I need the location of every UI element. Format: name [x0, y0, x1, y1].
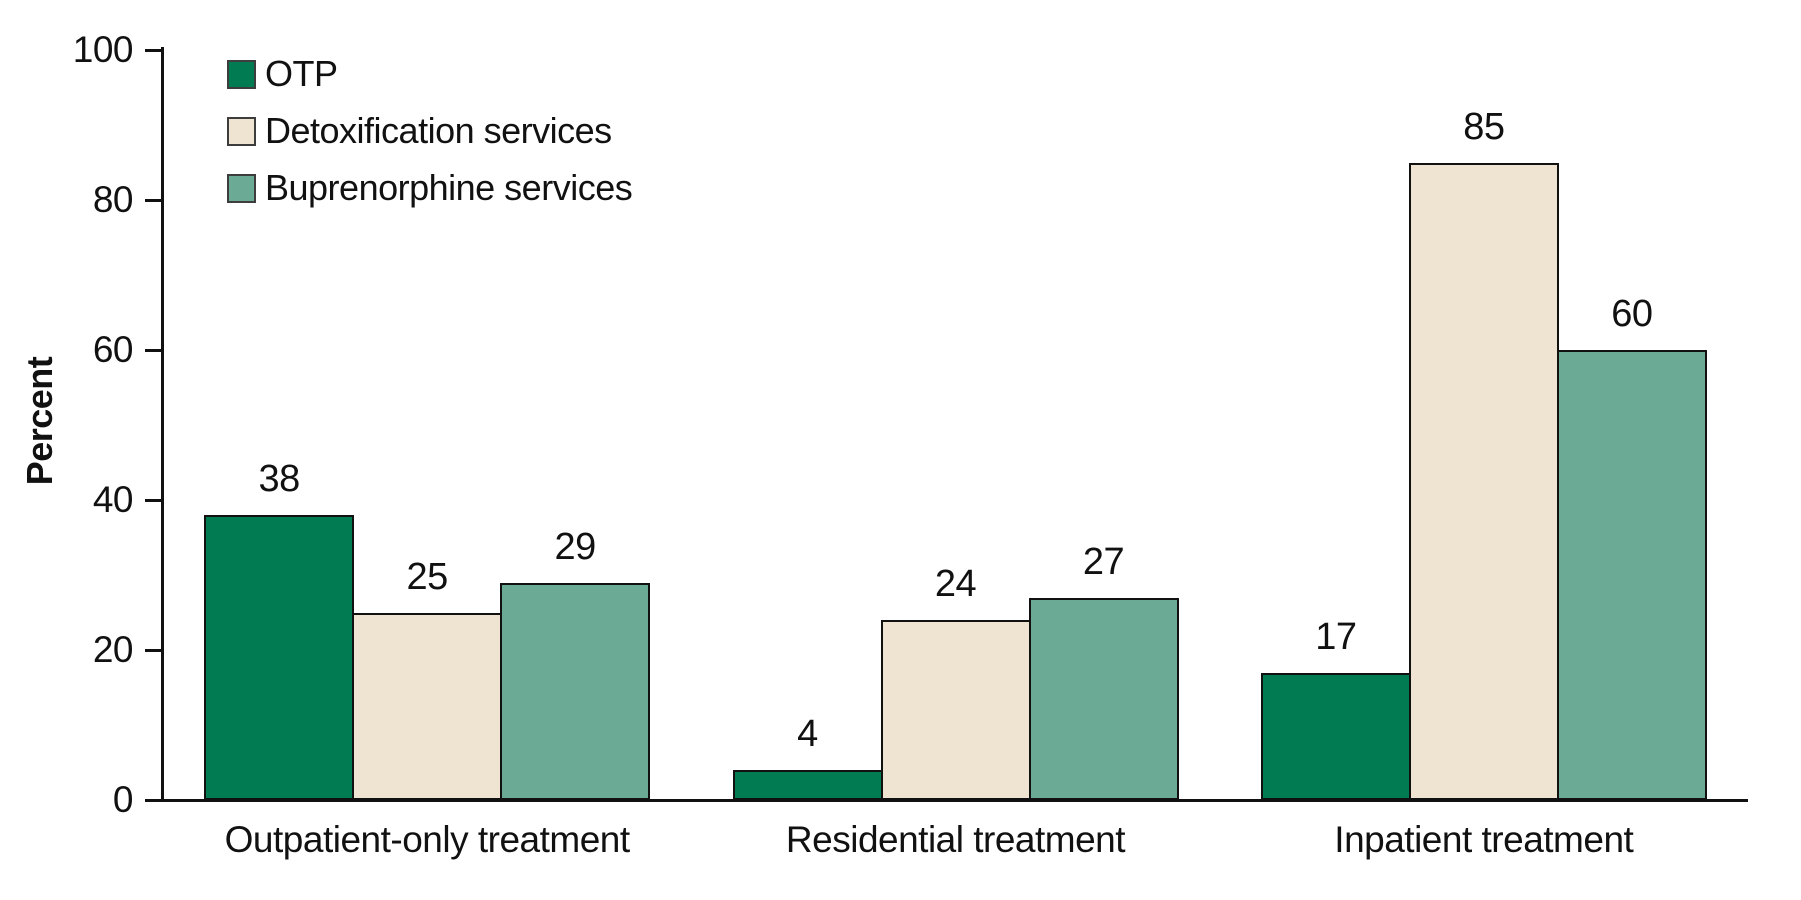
legend-item: Detoxification services: [227, 110, 632, 151]
y-tick-mark: [145, 648, 164, 652]
bar-detoxification-services: [880, 620, 1031, 800]
bar-value-label: 4: [797, 713, 818, 755]
bar-detoxification-services: [352, 612, 503, 800]
legend-swatch-icon: [227, 116, 256, 146]
bar-value-label: 38: [258, 458, 301, 500]
legend-item: OTP: [227, 53, 632, 94]
bar-value-label: 27: [1082, 540, 1125, 583]
y-tick-label: 80: [92, 179, 134, 220]
x-axis-line: [145, 799, 1748, 802]
y-tick-mark: [145, 348, 164, 352]
bar-value-label: 29: [554, 525, 597, 568]
y-tick-label: 20: [92, 629, 134, 670]
category-label: Outpatient-only treatment: [224, 819, 631, 860]
bar-buprenorphine-services: [1028, 597, 1179, 800]
legend-item: Buprenorphine services: [227, 167, 633, 208]
bar-buprenorphine-services: [1556, 350, 1707, 800]
category-label: Inpatient treatment: [1334, 819, 1634, 860]
bar-value-label: 24: [934, 563, 977, 605]
category-label: Residential treatment: [785, 819, 1126, 860]
legend-label: OTP: [265, 53, 338, 94]
bar-detoxification-services: [1408, 162, 1559, 800]
bar-otp: [732, 770, 883, 800]
y-tick-label: 0: [112, 779, 134, 820]
legend-swatch-icon: [227, 173, 256, 203]
y-tick-mark: [145, 198, 164, 202]
y-tick-mark: [145, 498, 164, 502]
legend: OTP Detoxification services Buprenorphine …: [227, 53, 633, 208]
y-tick-label: 40: [92, 479, 134, 520]
bar-value-label: 60: [1611, 293, 1653, 335]
legend-swatch-icon: [227, 59, 256, 89]
y-tick-label: 60: [92, 329, 134, 370]
bar-value-label: 17: [1315, 615, 1357, 658]
legend-label: Detoxification services: [265, 110, 612, 151]
bar-value-label: 85: [1463, 105, 1505, 148]
y-axis-title: Percent: [19, 356, 60, 486]
bar-buprenorphine-services: [500, 582, 651, 800]
y-axis-line: [161, 47, 164, 802]
bar-otp: [1260, 672, 1411, 800]
bar-value-label: 25: [406, 555, 449, 598]
bar-otp: [204, 515, 355, 800]
y-tick-label: 100: [72, 29, 134, 70]
legend-label: Buprenorphine services: [265, 167, 633, 208]
y-tick-mark: [145, 48, 164, 52]
